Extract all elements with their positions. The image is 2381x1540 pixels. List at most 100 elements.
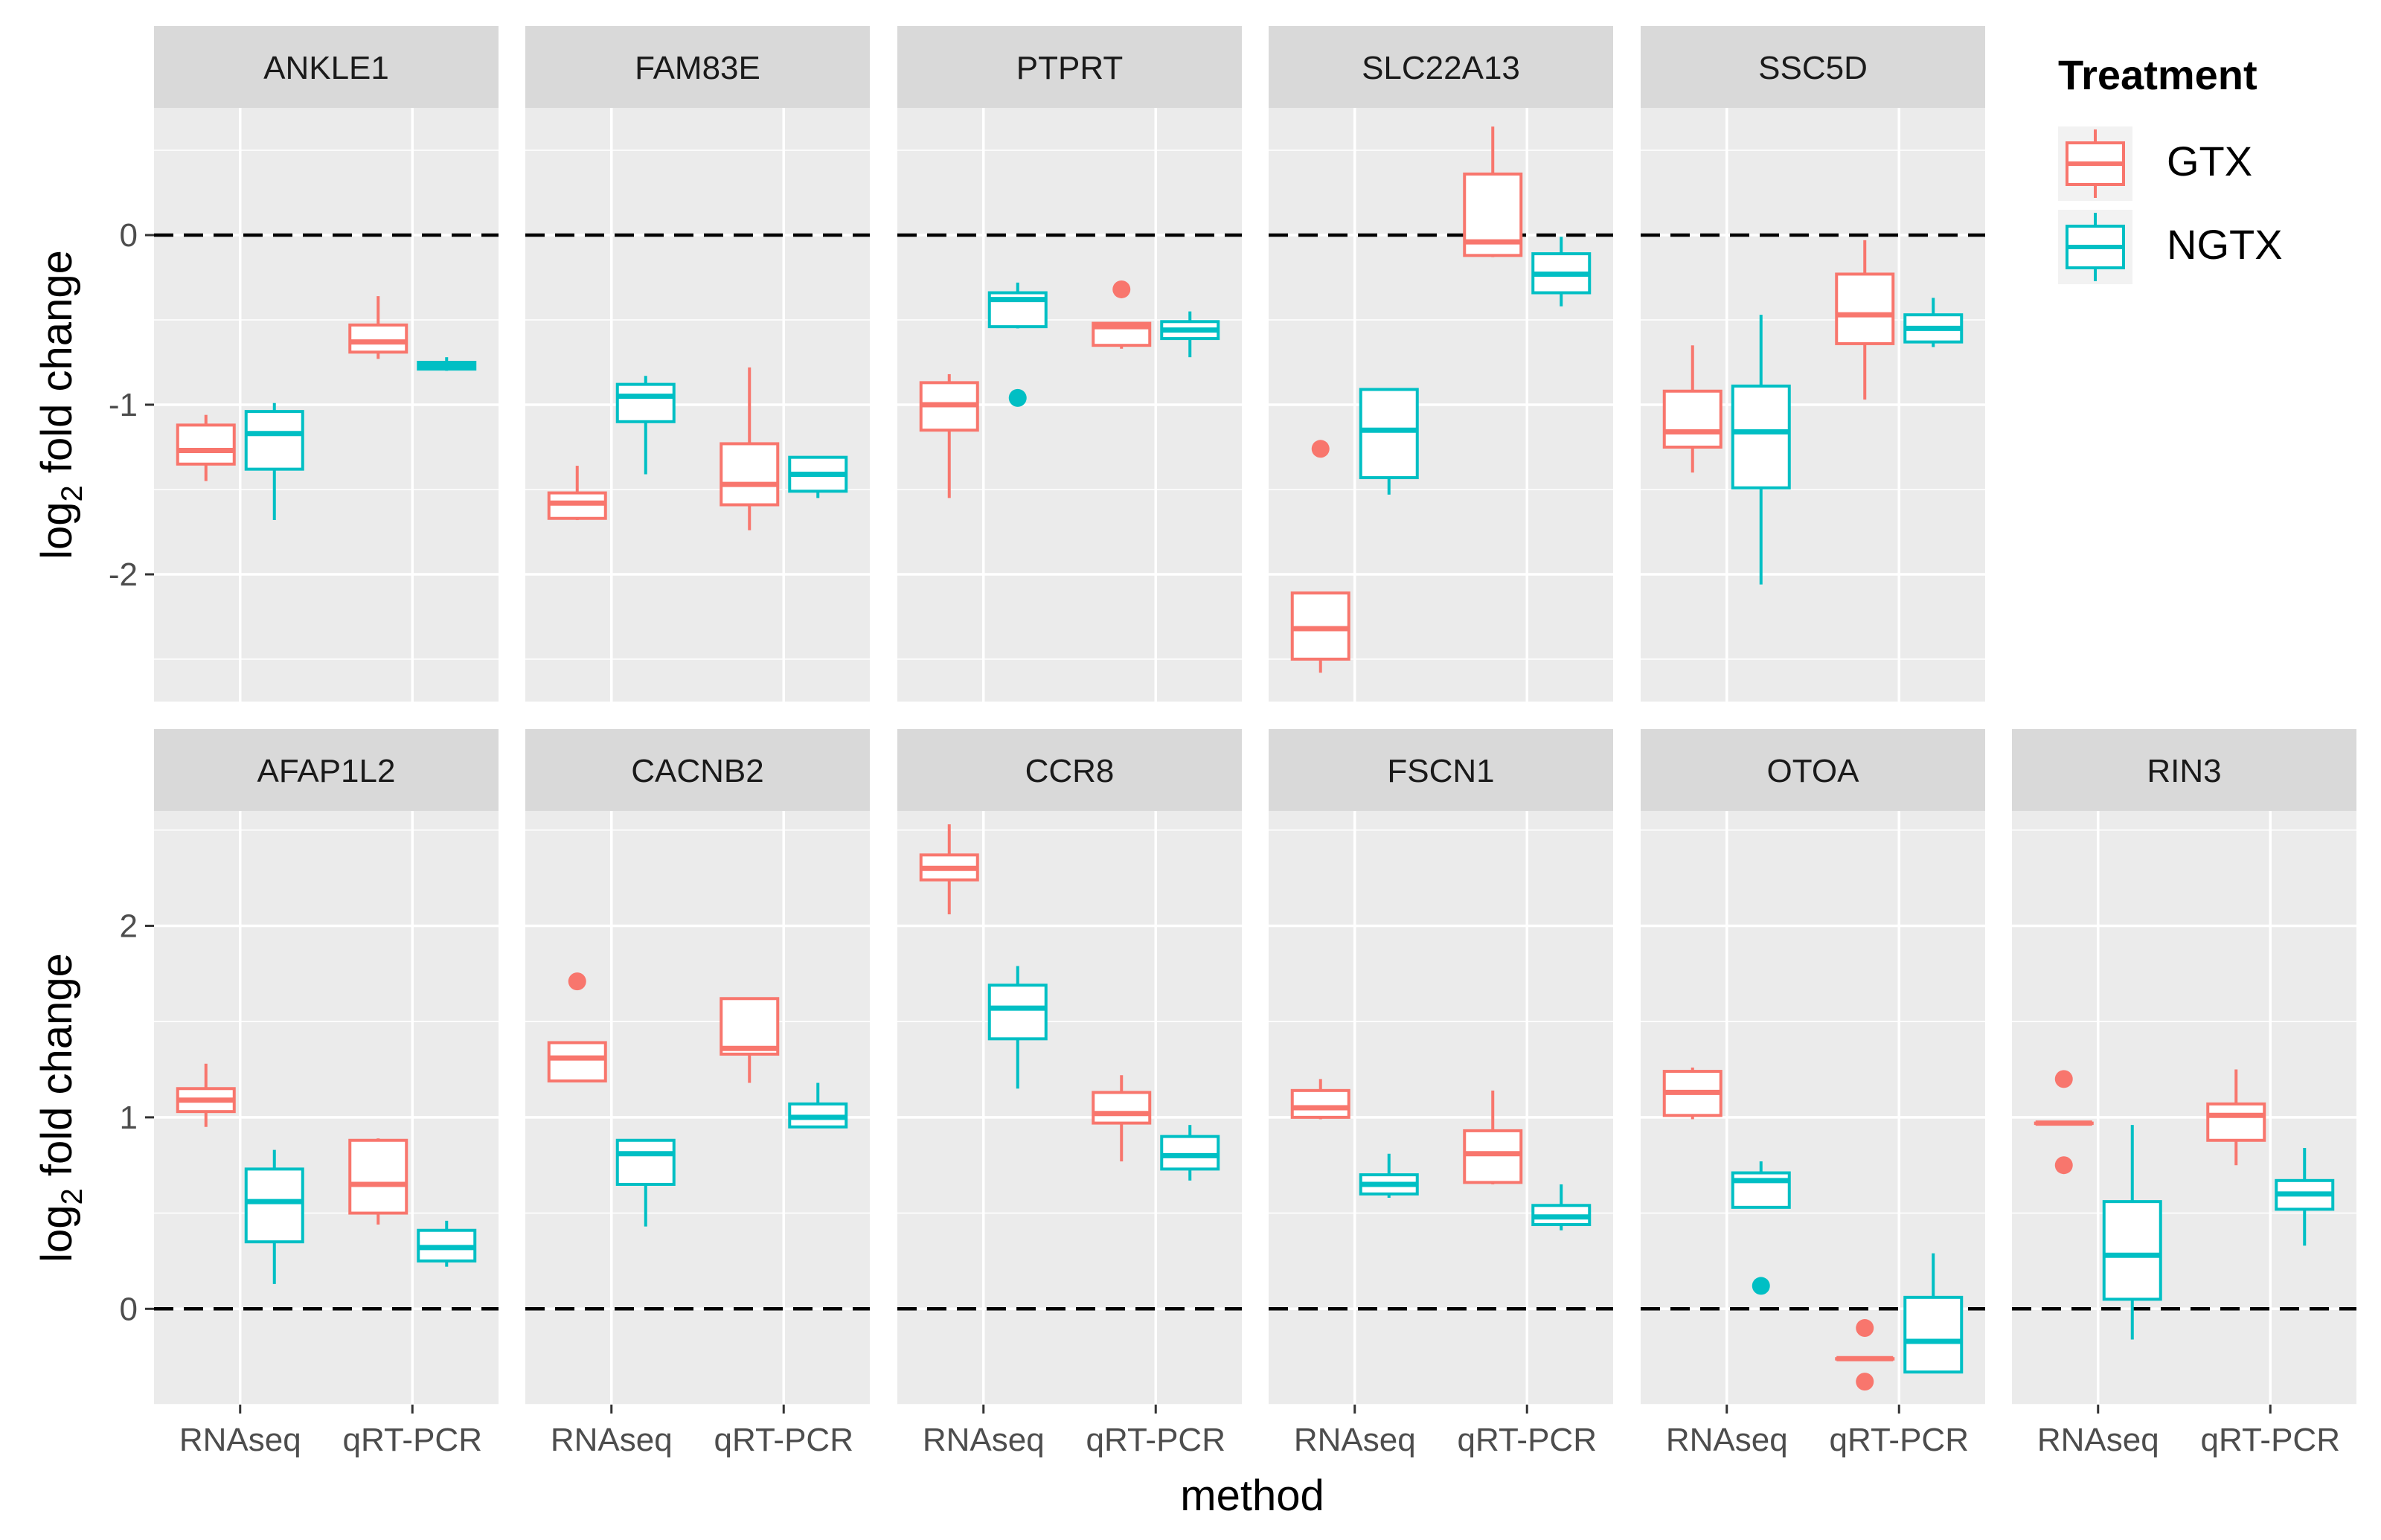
boxplot-rnaseq-gtx (2034, 1070, 2094, 1175)
box-iqr (244, 410, 304, 471)
y-axis-title: log2 fold change (33, 250, 89, 559)
facet-panel-ptprt: PTPRT (897, 26, 1242, 702)
boxplot-rnaseq-gtx (1662, 1067, 1723, 1120)
facet-title: SSC5D (1758, 50, 1868, 86)
box-iqr (1835, 272, 1895, 345)
boxplot-qrt-pcr-ngtx (1531, 1184, 1592, 1231)
box-iqr (1160, 1135, 1220, 1171)
outlier-point (1856, 1319, 1874, 1338)
box-iqr (348, 1138, 408, 1215)
boxplot-qrt-pcr-gtx (1092, 1075, 1152, 1162)
boxplot-rnaseq-ngtx (244, 402, 304, 521)
box-iqr (615, 382, 676, 423)
facet-strip (1641, 729, 1985, 811)
box-iqr (1903, 1295, 1964, 1374)
boxplot-rnaseq-ngtx (244, 1149, 304, 1284)
y-tick-label: -1 (109, 387, 138, 423)
facet-strip (2012, 729, 2356, 811)
x-axis-title: method (1180, 1472, 1324, 1520)
legend-entry-gtx: GTX (2058, 126, 2252, 201)
legend-label: GTX (2167, 138, 2252, 185)
boxplot-rnaseq-gtx (1290, 1079, 1350, 1120)
boxplot-qrt-pcr-ngtx (1903, 1253, 1964, 1374)
box-iqr (987, 984, 1048, 1041)
outlier-point (1856, 1373, 1874, 1391)
box-iqr (720, 442, 780, 507)
x-tick-label: qRT-PCR (343, 1422, 482, 1458)
x-tick-label: RNAseq (551, 1422, 673, 1458)
boxplot-qrt-pcr-gtx (348, 296, 408, 359)
boxplot-rnaseq-gtx (547, 466, 607, 521)
x-tick-label: RNAseq (923, 1422, 1045, 1458)
facet-panel-otoa: OTOA RNAseq qRT-PCR (1641, 729, 1985, 1458)
boxplot-rnaseq-gtx (176, 414, 236, 481)
x-tick-label: RNAseq (1294, 1422, 1416, 1458)
box-iqr (348, 323, 408, 354)
boxplot-qrt-pcr-gtx (720, 367, 780, 530)
facet-title: SLC22A13 (1362, 50, 1520, 86)
boxplot-qrt-pcr-ngtx (417, 1220, 477, 1267)
facet-panel-cacnb2: CACNB2 RNAseq qRT-PCR (525, 729, 870, 1458)
boxplot-rnaseq-gtx (1290, 440, 1350, 673)
facet-title: CACNB2 (631, 753, 764, 789)
facet-panel-afap1l2: AFAP1L2 RNAseq qRT-PCR (154, 729, 499, 1458)
facet-title: RIN3 (2147, 753, 2221, 789)
legend: Treatment GTX NGTX (2058, 51, 2283, 284)
y-axis-title-prefix: log (33, 1204, 81, 1262)
legend-label: NGTX (2167, 221, 2283, 268)
boxplot-qrt-pcr-gtx (1092, 280, 1152, 349)
boxplot-qrt-pcr-ngtx (1903, 298, 1964, 347)
facet-strip (525, 729, 870, 811)
x-tick-label: qRT-PCR (1458, 1422, 1597, 1458)
boxplot-rnaseq-ngtx (1359, 1153, 1419, 1198)
box-iqr (1092, 1091, 1152, 1125)
boxplot-qrt-pcr-ngtx (2275, 1148, 2335, 1246)
facet-title: CCR8 (1025, 753, 1115, 789)
y-tick-label: 0 (120, 217, 138, 254)
boxplot-rnaseq-ngtx (615, 376, 676, 475)
boxplot-rnaseq-ngtx (615, 1138, 676, 1227)
box-iqr (1662, 389, 1723, 449)
y-axis-title-subscript: 2 (56, 1188, 89, 1204)
boxplot-rnaseq-ngtx (987, 282, 1048, 407)
y-tick-label: 1 (120, 1100, 138, 1136)
facet-title: PTPRT (1016, 50, 1123, 86)
legend-title: Treatment (2058, 51, 2257, 98)
boxplot-qrt-pcr-gtx (2206, 1069, 2266, 1166)
box-iqr (2206, 1102, 2266, 1142)
outlier-point (1008, 388, 1027, 407)
facet-strip (897, 26, 1242, 108)
y-axis-title-prefix: log (33, 501, 81, 559)
facet-panel-fam83e: FAM83E (525, 26, 870, 702)
x-tick-label: qRT-PCR (2201, 1422, 2340, 1458)
boxplot-rnaseq-gtx (547, 972, 607, 1082)
outlier-point (2054, 1156, 2073, 1175)
facet-panel-ccr8: CCR8 RNAseq qRT-PCR (897, 729, 1242, 1458)
boxplot-qrt-pcr-gtx (1835, 240, 1895, 400)
box-iqr (720, 997, 780, 1056)
facet-panel-fscn1: FSCN1 RNAseq qRT-PCR (1269, 729, 1613, 1458)
box-iqr (2102, 1200, 2162, 1301)
box-iqr (1731, 384, 1791, 490)
outlier-point (2054, 1070, 2073, 1088)
boxplot-rnaseq-gtx (1662, 345, 1723, 473)
x-tick-label: RNAseq (179, 1422, 301, 1458)
facet-title: AFAP1L2 (257, 753, 396, 789)
facet-strip (525, 26, 870, 108)
y-axis-title-suffix: fold change (33, 250, 81, 485)
panel-background (897, 811, 1242, 1405)
facet-title: ANKLE1 (263, 50, 389, 86)
boxplot-qrt-pcr-ngtx (788, 1082, 848, 1129)
boxplot-qrt-pcr-gtx (1463, 126, 1523, 257)
outlier-point (1752, 1277, 1770, 1295)
outlier-point (568, 972, 586, 991)
boxplot-rnaseq-gtx (176, 1063, 236, 1127)
facet-title: FSCN1 (1387, 753, 1494, 789)
boxplot-rnaseq-ngtx (1731, 1161, 1791, 1295)
boxplot-qrt-pcr-gtx (1835, 1319, 1895, 1391)
box-iqr (176, 423, 236, 466)
boxplot-rnaseq-gtx (919, 824, 979, 915)
boxplot-qrt-pcr-ngtx (417, 357, 477, 371)
y-tick-label: -2 (109, 556, 138, 593)
x-tick-label: RNAseq (1666, 1422, 1788, 1458)
